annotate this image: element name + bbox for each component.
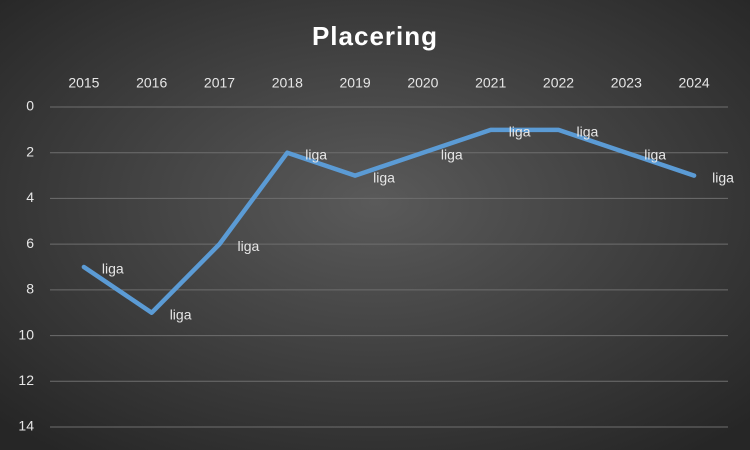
x-tick-label: 2024	[679, 75, 710, 91]
y-tick-label: 4	[26, 189, 34, 205]
data-label: liga	[509, 124, 531, 140]
x-tick-label: 2016	[136, 75, 167, 91]
y-tick-label: 10	[18, 326, 34, 342]
y-tick-label: 6	[26, 235, 34, 251]
data-label: liga	[373, 169, 395, 185]
y-tick-label: 0	[26, 98, 34, 114]
data-label: liga	[305, 146, 327, 162]
data-label: liga	[441, 146, 463, 162]
y-tick-label: 12	[18, 372, 34, 388]
x-tick-label: 2017	[204, 75, 235, 91]
y-tick-label: 14	[18, 418, 34, 434]
data-line	[81, 127, 697, 315]
x-tick-label: 2015	[68, 75, 99, 91]
x-tick-label: 2020	[407, 75, 438, 91]
x-tick-label: 2022	[543, 75, 574, 91]
data-label: liga	[170, 306, 192, 322]
data-label: liga	[644, 146, 666, 162]
data-label: liga	[102, 261, 124, 277]
x-tick-label: 2019	[340, 75, 371, 91]
data-label: liga	[577, 124, 599, 140]
data-label: liga	[712, 169, 734, 185]
x-tick-label: 2021	[475, 75, 506, 91]
chart-title: Placering	[312, 21, 438, 51]
x-tick-label: 2023	[611, 75, 642, 91]
x-tick-label: 2018	[272, 75, 303, 91]
y-tick-label: 2	[26, 143, 34, 159]
data-label: liga	[238, 238, 260, 254]
y-tick-label: 8	[26, 281, 34, 297]
